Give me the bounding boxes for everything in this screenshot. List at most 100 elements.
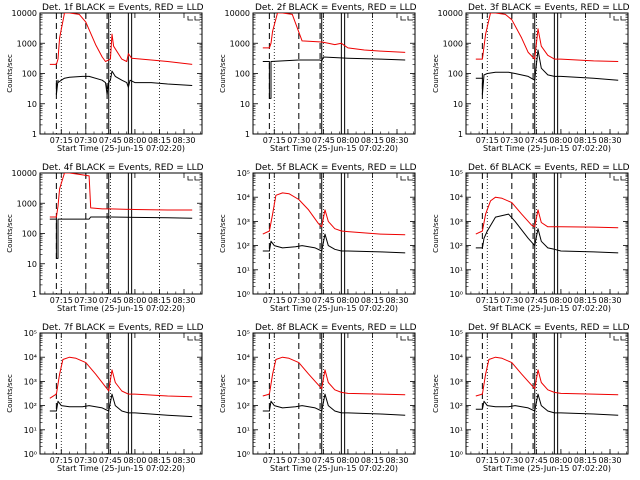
- y-tick-label: 10: [27, 100, 37, 109]
- y-tick-label: 10³: [237, 377, 250, 386]
- lld-series-line: [475, 196, 619, 235]
- x-axis-label: Start Time (25-Jun-15 07:02:20): [270, 144, 398, 153]
- events-series-line: [475, 49, 619, 96]
- y-tick-label: 10⁵: [237, 169, 250, 178]
- legend-glyph: [400, 336, 413, 341]
- x-axis-label: Start Time (25-Jun-15 07:02:20): [483, 144, 611, 153]
- y-tick-label: 1: [32, 130, 37, 139]
- x-tick-label: 08:00: [549, 136, 572, 145]
- y-tick-label: 10⁰: [450, 290, 463, 299]
- panel-title: Det. 2f BLACK = Events, RED = LLD: [255, 3, 417, 13]
- x-tick-label: 07:30: [287, 456, 310, 465]
- y-tick-label: 10²: [450, 242, 463, 251]
- x-tick-label: 08:15: [361, 296, 384, 305]
- y-tick-label: 100: [22, 70, 37, 79]
- x-tick-label: 07:30: [500, 456, 523, 465]
- lld-series-line: [475, 356, 619, 397]
- x-tick-label: 08:30: [598, 456, 621, 465]
- x-tick-label: 08:00: [549, 296, 572, 305]
- x-tick-label: 08:00: [336, 296, 359, 305]
- y-tick-label: 10¹: [450, 426, 463, 435]
- y-tick-label: 10000: [225, 9, 250, 18]
- y-axis-label: Counts/sec: [6, 214, 14, 253]
- x-tick-label: 07:45: [312, 296, 335, 305]
- panel-title: Det. 5f BLACK = Events, RED = LLD: [255, 163, 417, 173]
- panel-title: Det. 6f BLACK = Events, RED = LLD: [468, 163, 630, 173]
- y-tick-label: 10¹: [237, 266, 250, 275]
- plot-frame: [39, 12, 203, 135]
- y-tick-label: 100: [448, 70, 463, 79]
- x-tick-label: 08:30: [598, 136, 621, 145]
- y-tick-label: 1000: [17, 39, 37, 48]
- plot-frame: [39, 332, 203, 455]
- y-tick-label: 10⁵: [450, 329, 463, 338]
- lld-series-line: [262, 192, 406, 236]
- y-tick-label: 10²: [24, 402, 37, 411]
- y-tick-label: 10000: [438, 9, 463, 18]
- plot-area: [475, 173, 619, 294]
- lld-series-line: [262, 356, 406, 397]
- y-tick-label: 10⁰: [450, 450, 463, 459]
- y-tick-label: 1: [458, 130, 463, 139]
- x-tick-label: 07:15: [476, 296, 499, 305]
- x-tick-label: 08:00: [123, 456, 146, 465]
- y-tick-label: 10: [240, 100, 250, 109]
- lld-series-line: [49, 356, 193, 399]
- plot-area: [262, 173, 406, 294]
- events-series-line: [475, 213, 619, 254]
- x-tick-label: 07:30: [500, 136, 523, 145]
- x-tick-label: 08:30: [172, 456, 195, 465]
- x-tick-label: 07:45: [99, 456, 122, 465]
- y-tick-label: 10³: [450, 377, 463, 386]
- y-tick-label: 1: [32, 290, 37, 299]
- x-tick-label: 07:15: [263, 456, 286, 465]
- y-tick-label: 10: [27, 260, 37, 269]
- y-tick-label: 10²: [450, 402, 463, 411]
- x-tick-label: 07:45: [312, 136, 335, 145]
- x-tick-label: 07:45: [99, 136, 122, 145]
- events-series-line: [262, 56, 406, 99]
- y-tick-label: 10⁰: [237, 450, 250, 459]
- y-tick-label: 10⁰: [237, 290, 250, 299]
- y-tick-label: 10⁰: [24, 450, 37, 459]
- y-tick-label: 1000: [17, 199, 37, 208]
- y-axis-label: Counts/sec: [219, 374, 227, 413]
- y-axis-label: Counts/sec: [219, 54, 227, 93]
- events-series-line: [262, 393, 406, 416]
- y-tick-label: 10⁵: [450, 169, 463, 178]
- x-tick-label: 07:30: [74, 296, 97, 305]
- y-axis-label: Counts/sec: [219, 214, 227, 253]
- x-tick-label: 07:15: [476, 136, 499, 145]
- chart-panel-8: Det. 8f BLACK = Events, RED = LLD 10⁰ 10¹ 1…: [219, 323, 417, 473]
- plot-area: [49, 173, 193, 294]
- x-tick-label: 08:15: [148, 456, 171, 465]
- plot-area: [49, 333, 193, 454]
- lld-series-line: [262, 13, 406, 53]
- x-tick-label: 08:30: [385, 136, 408, 145]
- chart-panel-4: Det. 4f BLACK = Events, RED = LLD 1 10 100 1…: [6, 163, 204, 313]
- y-tick-label: 10⁴: [237, 193, 250, 202]
- x-axis-label: Start Time (25-Jun-15 07:02:20): [57, 144, 185, 153]
- x-tick-label: 08:30: [385, 296, 408, 305]
- plot-area: [475, 13, 619, 134]
- x-tick-label: 07:30: [287, 136, 310, 145]
- x-tick-label: 08:15: [574, 136, 597, 145]
- x-tick-label: 08:30: [172, 136, 195, 145]
- y-tick-label: 10⁵: [24, 329, 37, 338]
- x-tick-label: 08:15: [574, 296, 597, 305]
- y-tick-label: 10000: [12, 169, 37, 178]
- y-tick-label: 10⁴: [450, 353, 463, 362]
- lld-series-line: [475, 13, 619, 62]
- chart-panel-1: Det. 1f BLACK = Events, RED = LLD 1 10 100 1…: [6, 3, 204, 153]
- x-tick-label: 08:30: [172, 296, 195, 305]
- panel-title: Det. 8f BLACK = Events, RED = LLD: [255, 323, 417, 333]
- events-series-line: [262, 233, 406, 254]
- y-axis-label: Counts/sec: [432, 214, 440, 253]
- chart-panel-9: Det. 9f BLACK = Events, RED = LLD 10⁰ 10¹ 1…: [432, 323, 630, 473]
- x-tick-label: 08:00: [123, 136, 146, 145]
- panel-title: Det. 1f BLACK = Events, RED = LLD: [42, 3, 204, 13]
- panel-title: Det. 3f BLACK = Events, RED = LLD: [468, 3, 630, 13]
- legend-glyph: [613, 336, 626, 341]
- y-tick-label: 10³: [24, 377, 37, 386]
- y-tick-label: 10³: [237, 217, 250, 226]
